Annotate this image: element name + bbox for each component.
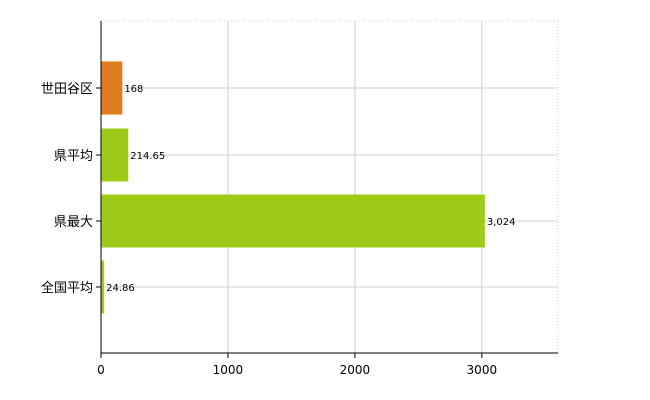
y-tick-label-2: 県最大 xyxy=(54,215,93,230)
x-tick-label-2: 2000 xyxy=(340,363,371,377)
axis-layer xyxy=(96,21,558,358)
y-tick-label-3: 全国平均 xyxy=(41,280,93,296)
data-label-3: 24.86 xyxy=(106,283,135,294)
x-tick-label-0: 0 xyxy=(97,363,105,377)
data-label-2: 3,024 xyxy=(487,217,516,228)
bar-1 xyxy=(101,128,129,182)
x-tick-label-1: 1000 xyxy=(213,363,244,377)
bar-2 xyxy=(101,194,485,248)
bar-layer xyxy=(101,61,485,314)
x-tick-label-3: 3000 xyxy=(467,363,498,377)
y-tick-label-1: 県平均 xyxy=(54,149,93,164)
data-label-1: 214.65 xyxy=(130,151,165,162)
y-tick-label-0: 世田谷区 xyxy=(41,82,93,97)
data-label-0: 168 xyxy=(124,84,143,95)
bar-0 xyxy=(101,61,123,115)
bar-3 xyxy=(101,260,105,314)
grid-layer xyxy=(101,20,559,353)
